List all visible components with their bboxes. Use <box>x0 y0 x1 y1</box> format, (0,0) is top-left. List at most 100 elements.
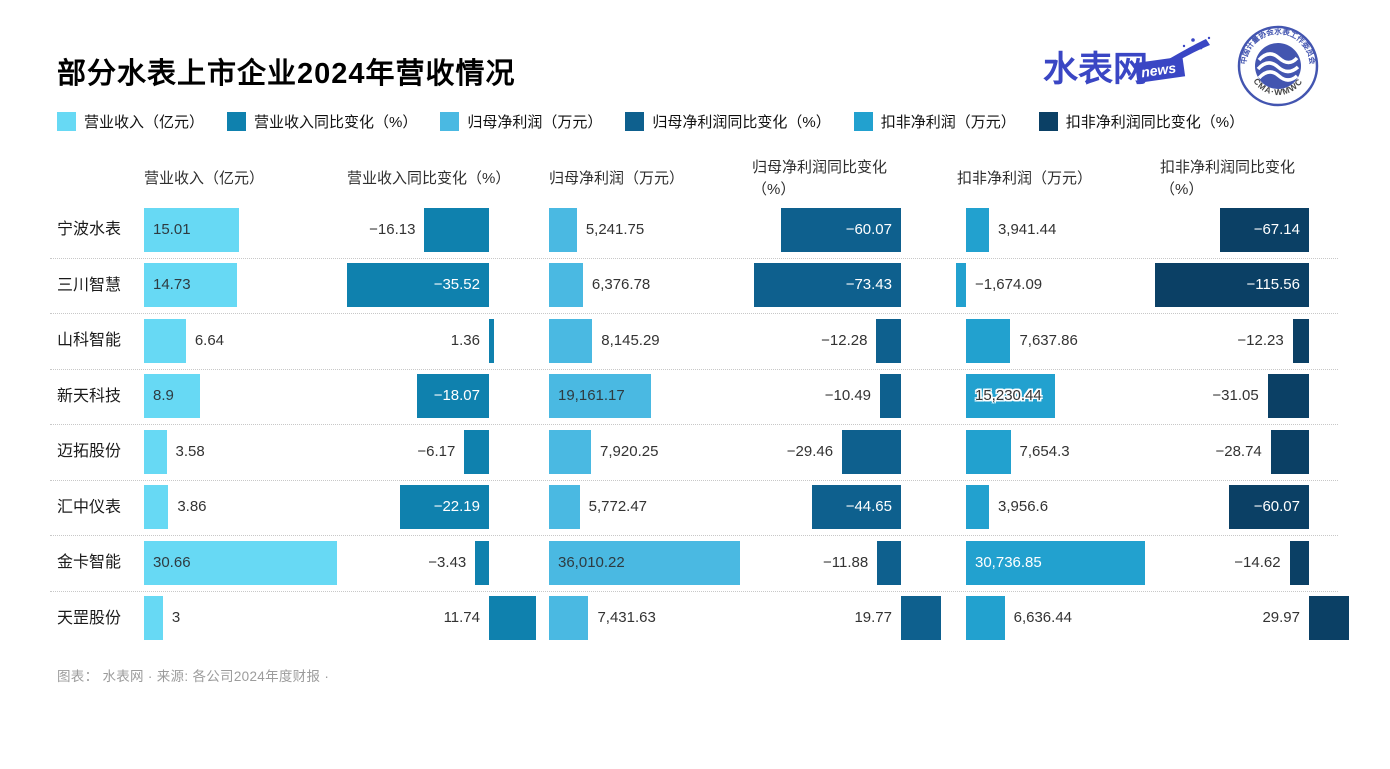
bar <box>880 374 901 418</box>
company-label: 汇中仪表 <box>57 498 122 516</box>
bar <box>144 429 167 474</box>
bar <box>966 485 990 529</box>
column-header: 营业收入同比变化（%） <box>347 169 511 187</box>
shuibiaowang-news-logo: 水表网 news <box>1043 34 1215 101</box>
bar <box>549 596 589 640</box>
bar <box>1219 207 1309 252</box>
bar <box>144 263 237 307</box>
column-headers: 营业收入（亿元） 营业收入同比变化（%） 归母净利润（万元） 归母净利润同比变化 （%… <box>0 155 1390 203</box>
company-label: 金卡智能 <box>57 554 122 571</box>
bar <box>1289 540 1309 585</box>
value-label: 19,161.17 <box>558 387 625 404</box>
bar <box>549 429 592 474</box>
value-label: −115.56 <box>1246 276 1300 293</box>
bar <box>876 318 901 363</box>
value-label: 8.9 <box>153 387 174 404</box>
value-label: 30,736.85 <box>975 553 1042 571</box>
bar <box>966 540 1145 585</box>
comet-speck <box>1207 36 1211 40</box>
value-label: 30.66 <box>153 553 191 571</box>
news-logo-text: 水表网 <box>1043 50 1148 89</box>
badge-wave <box>1257 52 1299 65</box>
company-label: 天罡股份 <box>57 609 122 627</box>
value-label: −22.19 <box>433 498 480 515</box>
bar <box>144 540 338 585</box>
bar <box>416 374 489 418</box>
bar <box>144 207 239 252</box>
bar <box>144 374 201 418</box>
bar <box>549 374 651 418</box>
badge-wave <box>1256 61 1300 74</box>
value-label: 3,956.6 <box>998 498 1049 515</box>
bar <box>549 485 580 529</box>
bar <box>346 263 489 307</box>
bar <box>811 485 901 529</box>
value-label: −28.74 <box>1215 442 1262 460</box>
legend-swatch <box>1038 112 1058 131</box>
row-separator <box>50 479 1338 481</box>
row-separator <box>50 257 1338 259</box>
value-label: −31.05 <box>1212 387 1259 404</box>
company-label: 三川智慧 <box>57 276 122 294</box>
legend-label: 扣非净利润同比变化（%） <box>1065 114 1245 131</box>
comet-speck <box>1191 38 1195 42</box>
bar <box>1155 263 1309 307</box>
bar <box>549 207 577 252</box>
value-label: 29.97 <box>1262 609 1300 626</box>
company-label: 迈拓股份 <box>57 443 122 460</box>
table-row: 三川智慧 14.73 −35.52 6,376.78 −73.43 −1,674.09 −1… <box>0 258 1390 314</box>
bar <box>144 596 163 640</box>
legend-item: 归母净利润（万元） <box>440 111 602 132</box>
value-label: 7,654.3 <box>1019 442 1070 460</box>
value-label: 3,941.44 <box>997 220 1057 238</box>
bar <box>1270 429 1309 474</box>
bar <box>780 207 901 252</box>
value-label: 5,772.47 <box>588 498 648 515</box>
legend-swatch <box>625 112 645 131</box>
bar <box>400 485 489 529</box>
value-label: −12.28 <box>821 331 868 349</box>
value-label: −14.62 <box>1234 553 1281 571</box>
legend-item: 扣非净利润同比变化（%） <box>1038 111 1245 132</box>
legend-swatch <box>57 112 76 131</box>
legend-label: 营业收入同比变化（%） <box>254 114 418 131</box>
company-label: 宁波水表 <box>57 221 122 238</box>
comet-speck <box>1182 44 1186 48</box>
value-label: −67.14 <box>1253 220 1300 238</box>
value-label: 3.58 <box>175 442 205 460</box>
badge-wave <box>1257 70 1299 82</box>
company-label: 山科智能 <box>57 332 122 349</box>
value-label: −35.52 <box>433 276 480 293</box>
legend-label: 归母净利润同比变化（%） <box>652 114 831 131</box>
value-label: 3 <box>171 609 181 626</box>
row-separator <box>50 313 1338 314</box>
legend-item: 营业收入（亿元） <box>57 111 204 132</box>
bar <box>754 263 901 307</box>
column-header: 扣非净利润同比变化 （%） <box>1160 158 1296 199</box>
table-row: 天罡股份 3 11.74 7,431.63 19.77 6,636.44 29.97 <box>0 591 1390 647</box>
column-header: 扣非净利润（万元） <box>957 169 1093 187</box>
legend-swatch <box>853 112 873 131</box>
value-label: 15.01 <box>153 220 191 238</box>
bar <box>1229 485 1309 529</box>
column-header: 归母净利润同比变化 （%） <box>752 158 888 199</box>
page-title: 部分水表上市企业2024年营收情况 <box>57 58 516 90</box>
source-note: 图表： 水表网 · 来源: 各公司2024年度财报 · <box>57 669 330 684</box>
value-label: −60.07 <box>845 220 892 238</box>
bar <box>489 596 536 640</box>
value-label: −11.88 <box>823 553 869 571</box>
legend-label: 扣非净利润（万元） <box>880 114 1016 131</box>
value-label: 5,241.75 <box>585 220 645 238</box>
value-label: −16.13 <box>369 220 416 238</box>
value-label: 7,431.63 <box>597 609 656 626</box>
news-logo-graphic: 水表网 news <box>1043 36 1211 89</box>
value-label: 6,376.78 <box>591 276 651 293</box>
value-label: 1.36 <box>450 331 480 349</box>
legend-item: 扣非净利润（万元） <box>853 111 1016 132</box>
bar <box>1292 318 1309 363</box>
value-label: −44.65 <box>845 498 892 515</box>
table-row: 新天科技 8.9 −18.07 19,161.17 −10.49 15,230.44 −31… <box>0 369 1390 425</box>
value-label: −6.17 <box>417 442 456 460</box>
bar <box>842 429 901 474</box>
value-label: 7,637.86 <box>1019 331 1078 349</box>
